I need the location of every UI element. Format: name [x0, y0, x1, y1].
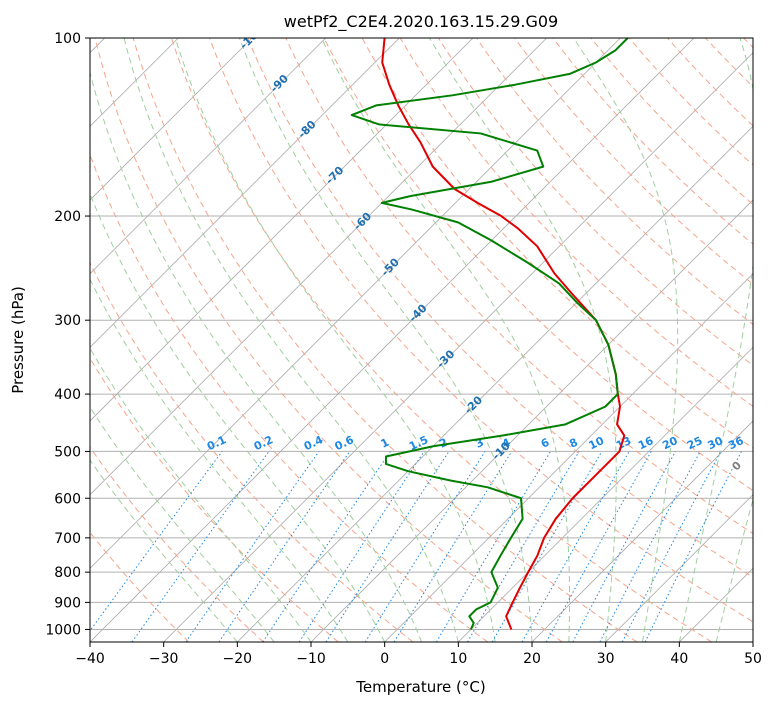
isotherm-line	[90, 38, 253, 201]
dry-adiabat-line	[514, 38, 753, 285]
axes: −40 −30 −20 −10 0 10 20 30 40 50 1000 900 800 700 600 5…	[45, 31, 762, 667]
moist-adiabat-line	[90, 192, 386, 642]
isotherm-line	[605, 494, 753, 642]
mixing-ratio-label: 10	[587, 434, 607, 452]
dewpoint-profile-line	[350, 38, 629, 630]
mixing-ratio-label: 13	[614, 434, 633, 452]
dry-adiabat-line	[628, 38, 753, 166]
mixing-ratio-label: 36	[726, 434, 746, 452]
x-tick-label: −30	[149, 651, 179, 667]
moist-adiabat-line	[90, 347, 312, 642]
mixing-ratio-line	[364, 451, 486, 642]
dry-adiabat-line	[361, 38, 753, 449]
y-axis-title: Pressure (hPa)	[9, 286, 27, 394]
isotherm-line	[163, 52, 753, 642]
moist-adiabat-line	[715, 497, 753, 642]
y-tick-label: 600	[54, 491, 81, 507]
isotherm-line	[458, 346, 753, 642]
moist-adiabat-line	[429, 38, 617, 642]
mixing-ratio-line	[131, 451, 270, 642]
moist-adiabat-line	[90, 406, 275, 642]
plot-frame	[89, 37, 754, 643]
mixing-ratio-label: 25	[685, 434, 704, 452]
y-tick-label: 300	[54, 313, 81, 329]
mixing-ratio-line	[325, 451, 450, 642]
dry-adiabat-line	[90, 446, 264, 642]
mixing-ratio-label: 20	[660, 434, 680, 452]
x-tick-label: 30	[597, 651, 615, 667]
x-tick-label: 50	[744, 651, 762, 667]
x-tick-label: −40	[75, 651, 105, 667]
moist-adiabat-line	[123, 38, 459, 642]
dry-adiabat-line	[170, 38, 712, 642]
dry-adiabat-line	[590, 38, 753, 206]
mixing-ratio-line	[545, 451, 652, 642]
isotherm-line	[90, 38, 621, 569]
isotherm-line	[90, 38, 474, 422]
isotherm-line	[384, 273, 753, 642]
moist-adiabat-line	[321, 38, 571, 642]
chart-title: wetPf2_C2E4.2020.163.15.29.G09	[284, 12, 558, 32]
x-tick-label: −20	[223, 651, 253, 667]
dry-adiabat-line	[132, 38, 638, 642]
y-tick-label: 1000	[45, 622, 81, 638]
moist-adiabat-line	[90, 278, 349, 642]
mixing-ratio-line	[218, 451, 351, 642]
x-axis-title: Temperature (°C)	[355, 678, 485, 696]
x-tick-label: 0	[380, 651, 389, 667]
moist-adiabat-line	[174, 38, 496, 642]
y-tick-label: 500	[54, 444, 81, 460]
moist-adiabat-line	[573, 38, 679, 642]
x-tick-label: 40	[670, 651, 688, 667]
dry-adiabat-line	[476, 38, 753, 326]
mixing-ratio-label: 16	[636, 434, 656, 452]
dry-adiabat-line	[323, 38, 753, 492]
mixing-ratio-line	[467, 451, 580, 642]
moist-adiabat-line	[90, 459, 238, 642]
isotherm-line	[90, 38, 400, 348]
y-tick-label: 400	[54, 387, 81, 403]
dry-adiabat-line	[247, 38, 753, 578]
x-tick-label: 20	[523, 651, 541, 667]
dry-adiabat-line	[399, 38, 753, 408]
moist-adiabat-line	[90, 70, 422, 642]
dry-adiabat-line	[94, 38, 563, 642]
dry-adiabat-line	[209, 38, 753, 623]
isotherm-line	[90, 38, 547, 496]
y-tick-label: 900	[54, 595, 81, 611]
background-lines	[90, 38, 753, 642]
profile-series	[350, 38, 629, 630]
isotherm-line	[237, 125, 753, 642]
moist-adiabat-line	[678, 38, 753, 642]
dry-adiabat-line	[90, 261, 414, 642]
isotherm-line	[90, 38, 326, 275]
mixing-ratio-line	[435, 451, 552, 642]
y-tick-label: 100	[54, 31, 81, 47]
mixing-ratio-line	[572, 451, 676, 642]
x-tick-label: −10	[296, 651, 326, 667]
mixing-ratio-line	[90, 451, 223, 632]
isotherm-line	[531, 420, 753, 642]
y-tick-label: 200	[54, 209, 81, 225]
moist-adiabat-line	[238, 38, 533, 642]
x-tick-label: 10	[449, 651, 467, 667]
mixing-ratio-line	[393, 451, 513, 642]
mixing-ratio-line	[521, 451, 630, 642]
mixing-ratio-label: 30	[706, 434, 726, 452]
y-tick-label: 800	[54, 565, 81, 581]
y-tick-label: 700	[54, 531, 81, 547]
